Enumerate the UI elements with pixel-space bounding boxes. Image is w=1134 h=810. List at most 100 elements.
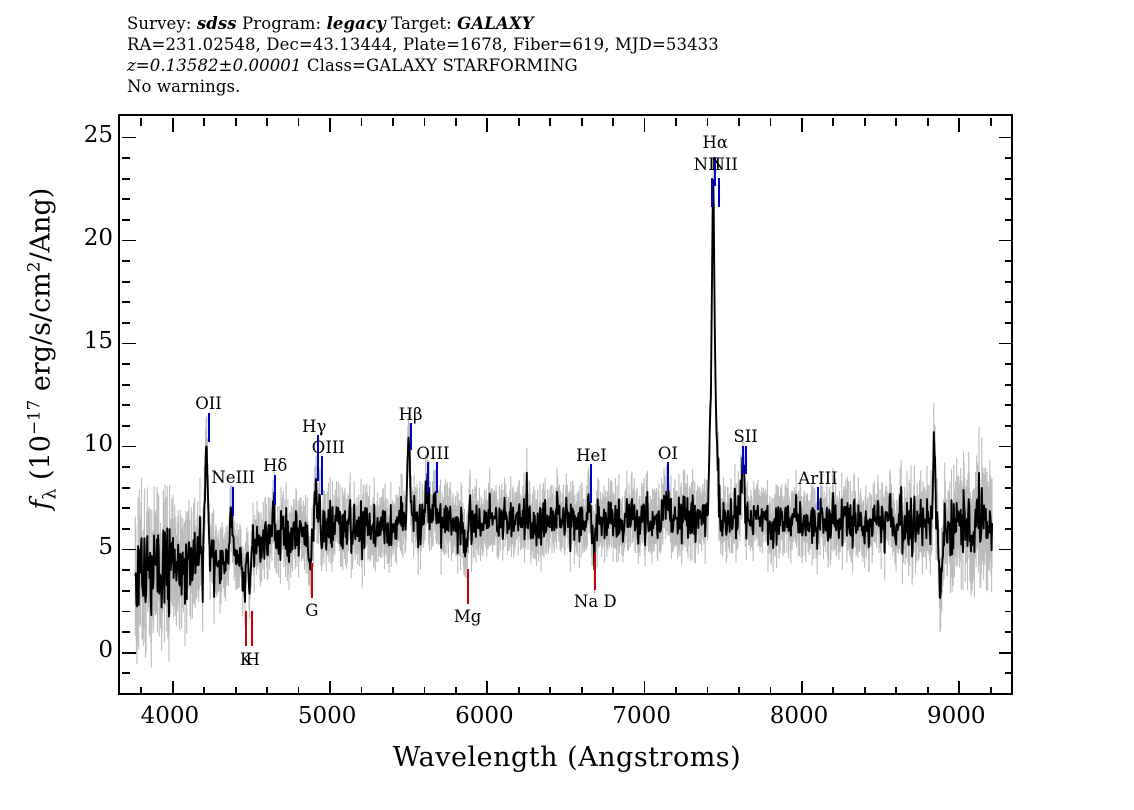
- emission-line-label: OIII: [416, 443, 450, 463]
- x-minor-tick: [832, 687, 835, 695]
- x-major-tick: [329, 681, 331, 695]
- y-minor-tick-right: [1005, 425, 1013, 427]
- y-tick-label: 15: [83, 327, 113, 354]
- y-major-tick: [122, 136, 136, 139]
- emission-line-marker: [232, 486, 235, 516]
- flux-trace: [134, 179, 994, 618]
- x-minor-tick-top: [926, 118, 929, 126]
- x-tick-label: 9000: [926, 703, 986, 729]
- redshift-value: z=0.13582±0.00001: [127, 56, 302, 75]
- target-label: Target:: [385, 14, 458, 33]
- y-minor-tick-right: [1005, 610, 1013, 613]
- x-minor-tick-top: [203, 118, 206, 126]
- y-minor-tick: [122, 466, 130, 469]
- y-minor-tick: [122, 301, 130, 304]
- emission-line-marker: [435, 462, 438, 494]
- x-minor-tick-top: [863, 118, 866, 126]
- x-minor-tick-top: [989, 118, 992, 126]
- emission-line-marker: [590, 464, 593, 504]
- y-tick-label: 5: [98, 533, 113, 560]
- program-value: legacy: [326, 14, 386, 33]
- x-tick-label: 5000: [297, 703, 357, 729]
- absorption-line-marker: [466, 569, 469, 605]
- y-minor-tick-right: [1005, 589, 1013, 592]
- emission-line-label: NII: [693, 155, 722, 175]
- spectrum-traces: [134, 157, 994, 668]
- y-minor-tick-right: [1005, 157, 1013, 159]
- x-minor-tick: [612, 687, 615, 695]
- y-major-tick: [122, 548, 136, 551]
- y-minor-tick: [122, 157, 130, 159]
- y-minor-tick-right: [1005, 486, 1013, 489]
- y-minor-tick-right: [1005, 177, 1013, 180]
- absorption-line-label: Mg: [453, 606, 482, 626]
- y-minor-tick: [122, 322, 130, 324]
- program-label: Program:: [236, 14, 327, 33]
- spectrum-metadata-header: Survey: sdss Program: legacy Target: GAL…: [127, 13, 1027, 97]
- y-minor-tick: [122, 218, 130, 221]
- y-axis-scale-open: (10: [25, 435, 57, 489]
- x-minor-tick: [203, 687, 206, 695]
- x-minor-tick-top: [706, 118, 709, 126]
- y-minor-tick-right: [1005, 301, 1013, 304]
- y-major-tick: [122, 651, 136, 654]
- metadata-line-warnings: No warnings.: [127, 77, 241, 96]
- x-minor-tick-top: [423, 118, 426, 126]
- y-major-tick-right: [999, 445, 1013, 448]
- emission-line-marker: [316, 435, 319, 481]
- y-minor-tick-right: [1005, 383, 1013, 386]
- y-minor-tick: [122, 198, 130, 201]
- x-minor-tick: [738, 687, 740, 695]
- y-minor-tick: [122, 404, 130, 407]
- emission-line-label: Hα: [702, 132, 729, 152]
- emission-line-label: OII: [195, 394, 222, 414]
- x-minor-tick-top: [266, 118, 269, 126]
- x-minor-tick: [989, 687, 992, 695]
- error-envelope: [134, 157, 993, 668]
- y-minor-tick-right: [1005, 198, 1013, 201]
- x-axis-title: Wavelength (Angstroms): [392, 742, 742, 773]
- x-minor-tick-top: [769, 118, 772, 126]
- metadata-line-survey: Survey: sdss Program: legacy Target: GAL…: [127, 13, 1027, 34]
- spectrum-canvas: [120, 116, 1011, 693]
- emission-line-marker: [710, 177, 713, 207]
- x-major-tick-top: [329, 118, 331, 132]
- y-minor-tick: [122, 177, 130, 180]
- y-major-tick: [122, 239, 136, 242]
- x-tick-label: 7000: [612, 703, 671, 729]
- x-minor-tick-top: [454, 118, 457, 126]
- x-minor-tick-top: [675, 118, 677, 126]
- x-major-tick: [486, 681, 489, 695]
- x-major-tick-top: [958, 118, 961, 132]
- y-tick-label: 10: [83, 430, 113, 457]
- y-minor-tick-right: [1005, 507, 1013, 510]
- y-minor-tick-right: [1005, 672, 1013, 675]
- emission-line-marker: [409, 422, 412, 450]
- x-minor-tick: [675, 687, 677, 695]
- x-tick-label: 8000: [769, 703, 829, 729]
- metadata-line-redshift: z=0.13582±0.00001 Class=GALAXY STARFORMI…: [127, 55, 1027, 76]
- x-minor-tick: [863, 687, 866, 695]
- y-major-tick-right: [999, 136, 1013, 139]
- x-minor-tick-top: [549, 118, 552, 126]
- y-minor-tick: [122, 280, 130, 283]
- x-minor-tick: [392, 687, 394, 695]
- absorption-line-label: Na D: [573, 592, 617, 612]
- y-minor-tick-right: [1005, 280, 1013, 283]
- x-minor-tick-top: [580, 118, 583, 126]
- y-minor-tick-right: [1005, 404, 1013, 407]
- x-major-tick: [643, 681, 646, 695]
- x-minor-tick: [549, 687, 552, 695]
- y-minor-tick: [122, 507, 130, 510]
- x-minor-tick: [360, 687, 363, 695]
- emission-line-marker: [718, 177, 721, 207]
- absorption-line-marker: [594, 552, 597, 590]
- y-minor-tick-right: [1005, 569, 1013, 572]
- x-tick-label: 6000: [455, 703, 514, 729]
- y-minor-tick: [122, 589, 130, 592]
- emission-line-marker: [207, 412, 210, 442]
- x-minor-tick: [454, 687, 457, 695]
- y-major-tick-right: [999, 342, 1013, 345]
- survey-value: sdss: [196, 14, 237, 33]
- y-minor-tick-right: [1005, 528, 1013, 530]
